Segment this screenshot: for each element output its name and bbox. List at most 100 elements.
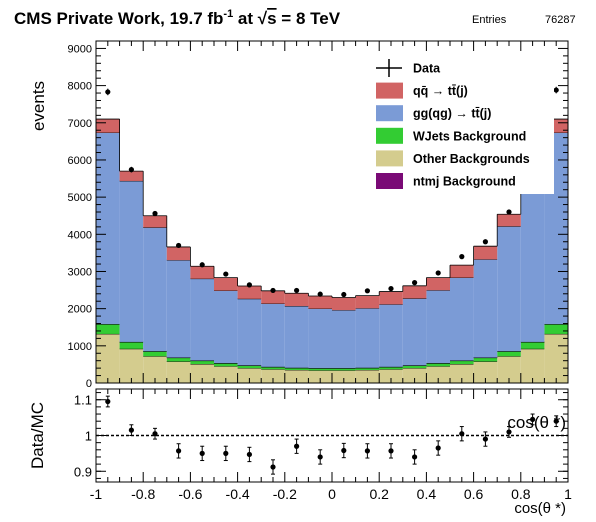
ratio-point (176, 448, 182, 454)
x-tick-label: -0.6 (178, 486, 202, 502)
x-tick-label: -0.2 (273, 486, 297, 502)
data-point (128, 167, 134, 173)
legend-label: gg(qg) → tt̄(j) (413, 107, 491, 121)
stack-bar (143, 351, 167, 357)
ratio-point (152, 431, 158, 437)
ratio-point (364, 448, 370, 454)
stack-bar (190, 266, 214, 279)
stack-bar (497, 226, 521, 352)
stack-bar (402, 365, 427, 369)
data-point (246, 282, 252, 288)
stack-bar (190, 364, 214, 383)
stack-bar (166, 260, 191, 358)
data-point (152, 210, 158, 217)
stack-bar (450, 277, 474, 361)
stack-bar (166, 361, 191, 383)
x-tick-label: 0.6 (464, 486, 484, 502)
stack-bar (190, 278, 214, 361)
stack-bar (119, 171, 144, 181)
entries-label: Entries (472, 14, 507, 26)
legend-box (368, 56, 554, 194)
ratio-point (412, 454, 418, 460)
stacked-histograms (96, 118, 568, 383)
data-point (199, 262, 205, 268)
stack-bar (261, 369, 285, 383)
data-point (294, 287, 300, 294)
stack-bar (214, 277, 238, 291)
data-point (412, 280, 418, 286)
legend-swatch (376, 173, 403, 189)
stack-bar (497, 214, 521, 227)
data-point (435, 270, 441, 276)
main-panel: 0 1000 2000 3000 4000 5000 6000 7000 8000 9000 Da… (29, 40, 569, 390)
data-point (223, 271, 229, 277)
ratio-point (223, 450, 229, 456)
main-axes: 0 1000 2000 3000 4000 5000 6000 7000 8000 9000 (68, 40, 569, 390)
stack-bar (402, 368, 427, 383)
ratio-point (459, 431, 465, 437)
ratio-point (317, 454, 323, 460)
stack-bar (261, 290, 285, 304)
stack-bar (308, 368, 332, 371)
stack-bar (426, 290, 450, 364)
stack-bar (520, 348, 545, 383)
stack-bar (473, 361, 498, 383)
ratio-point (553, 418, 559, 424)
data-point (317, 291, 323, 297)
ratio-points (105, 395, 559, 475)
stack-bar (332, 370, 356, 383)
x-tick-label: 1 (564, 486, 572, 502)
stack-bar (473, 357, 498, 362)
stack-bar (473, 259, 498, 358)
stack-bar (284, 293, 309, 307)
y-tick-label: 3000 (68, 266, 92, 278)
stack-bar (190, 360, 214, 365)
ratio-point (270, 464, 276, 470)
stack-bar (284, 369, 309, 383)
stack-bar (355, 308, 380, 368)
legend-label: ntmj Background (413, 175, 516, 189)
ratio-panel: 0.911.1-1 -0.8 -0.6 -0.4 -0.2 0 0.2 0.4 0.6 0.8 1 … (28, 388, 572, 517)
y-tick-label: 5000 (68, 192, 92, 204)
y-axis-label-events: events (29, 81, 48, 131)
y-axis-label-ratio: Data/MC (28, 402, 47, 469)
stack-bar (214, 290, 238, 364)
x-tick-label: 0.8 (511, 486, 531, 502)
data-point (270, 287, 276, 294)
y-tick-label: 0 (86, 378, 92, 390)
legend-swatch (376, 150, 403, 167)
y-tick-label: 7000 (68, 118, 92, 130)
ratio-point (506, 429, 512, 435)
stack-bar (355, 367, 380, 370)
x-axis-label: cos(θ *) (514, 500, 566, 517)
stack-bar (450, 364, 474, 383)
stack-bar (497, 351, 521, 357)
stack-bar (308, 308, 332, 369)
legend: Data qq̄ → tt̄(j) gg(qg) → tt̄(j) WJets Bac… (368, 56, 554, 194)
stack-bar (261, 303, 285, 367)
entries-value: 76287 (545, 14, 576, 26)
ratio-point (341, 447, 347, 454)
data-point (506, 209, 512, 215)
ratio-y-tick-label: 1.1 (74, 393, 92, 408)
legend-swatch (376, 127, 403, 144)
stack-bar (214, 363, 238, 367)
legend-label: Other Backgrounds (413, 152, 530, 166)
stack-bar (119, 180, 144, 342)
stack-bar (166, 246, 191, 261)
ratio-point (388, 448, 394, 454)
stack-bar (332, 368, 356, 371)
data-points (105, 86, 559, 298)
x-tick-label: -0.4 (226, 486, 250, 502)
stack-bar (332, 310, 356, 369)
legend-swatch (376, 105, 403, 122)
ratio-point (482, 436, 488, 442)
ratio-inner-label: cos(θ *) (507, 413, 566, 432)
ratio-point (199, 450, 205, 456)
ratio-point (435, 445, 441, 451)
stack-bar (355, 295, 380, 309)
x-tick-label: 0 (328, 486, 336, 502)
data-point (341, 291, 347, 298)
y-tick-label: 1000 (68, 341, 92, 353)
stack-bar (379, 367, 403, 370)
